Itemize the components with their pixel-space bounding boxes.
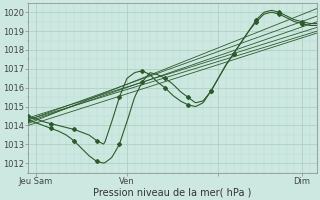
X-axis label: Pression niveau de la mer( hPa ): Pression niveau de la mer( hPa ) [93,187,252,197]
